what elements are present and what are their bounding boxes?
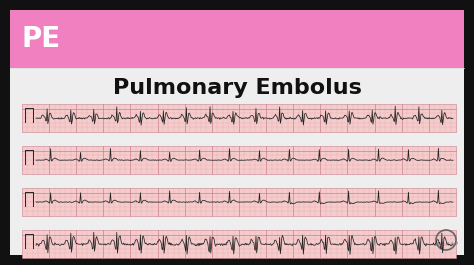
Bar: [22, 188, 456, 216]
Text: PE: PE: [22, 25, 61, 53]
Text: Pulmonary Embolus: Pulmonary Embolus: [112, 78, 362, 98]
Bar: [22, 230, 456, 258]
Bar: [22, 104, 456, 132]
Bar: [10, 10, 464, 68]
Bar: [22, 146, 456, 174]
Text: EM:RAP: EM:RAP: [435, 242, 459, 247]
